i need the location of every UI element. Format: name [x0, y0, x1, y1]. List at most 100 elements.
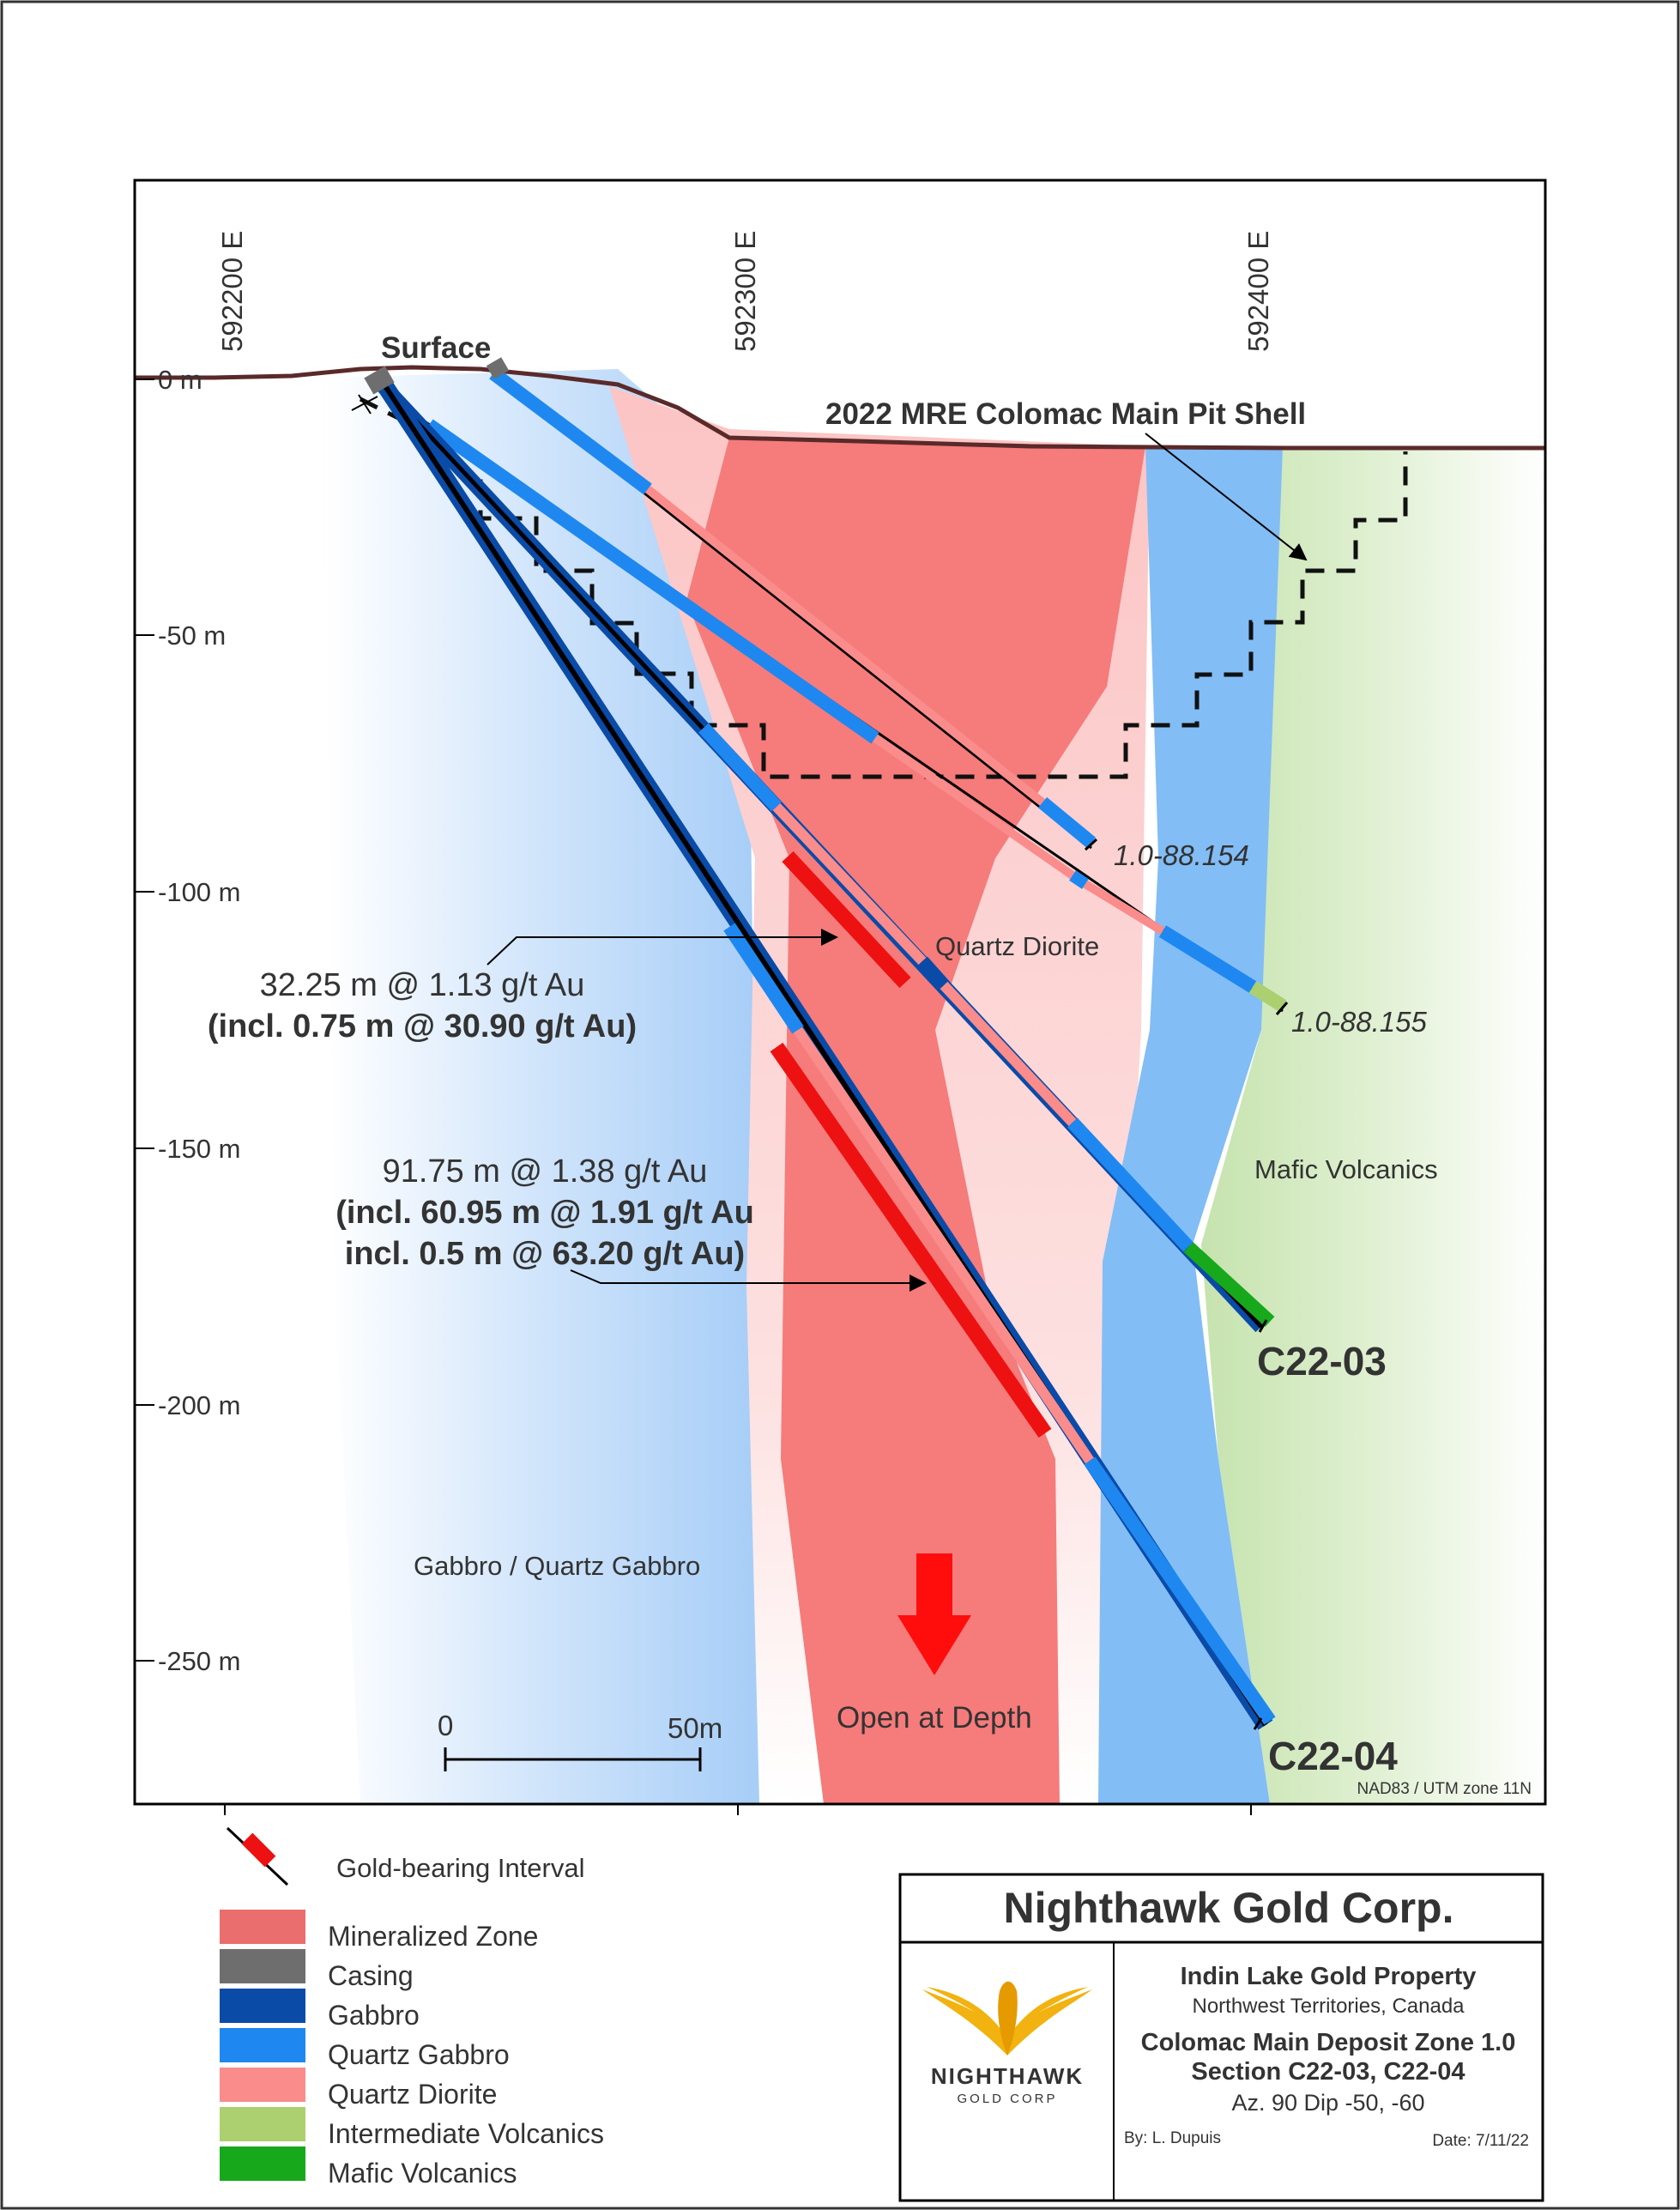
collar-marker [351, 394, 378, 415]
hole-88155-quartz-diorite-1 [873, 734, 1075, 880]
gabbro-quartz-gabbro-label: Gabbro / Quartz Gabbro [414, 1551, 700, 1581]
legend-swatch-mineralized-zone [220, 1910, 305, 1944]
legend-label-mineralized-zone: Mineralized Zone [328, 1921, 538, 1952]
surface-line [135, 365, 1545, 451]
hole-88155-end-tick [1275, 1002, 1289, 1015]
open-at-depth-arrow [897, 1553, 971, 1675]
property-location: Northwest Territories, Canada [1192, 1995, 1465, 2018]
deposit-name: Colomac Main Deposit Zone 1.0 [1141, 2029, 1516, 2056]
logo-body [998, 1981, 1018, 2056]
casing-marker-2 [486, 357, 510, 379]
upper-intercept-leader [486, 929, 838, 966]
gabbro-zone [326, 369, 764, 1804]
depth-label-250: -250 m [158, 1646, 240, 1676]
scale-bar-end: 50m [668, 1712, 722, 1744]
hole-88155-label: 1.0-88.155 [1291, 1006, 1427, 1038]
easting-label-592400: 592400 E [1242, 231, 1274, 352]
legend: Gold-bearing Interval Mineralized Zone C… [220, 1826, 604, 2189]
legend-gold-swatch [241, 1832, 276, 1868]
c2204-quartz-diorite [794, 1026, 1094, 1464]
hole-c2204-label: C22-04 [1268, 1734, 1398, 1778]
surface-label: Surface [381, 331, 491, 365]
legend-label-intermediate-volcanics: Intermediate Volcanics [328, 2118, 604, 2149]
easting-label-592300: 592300 E [729, 231, 761, 352]
upper-intercept-line2: (incl. 0.75 m @ 30.90 g/t Au) [208, 1008, 637, 1044]
c2203-quartz-gabbro-1 [698, 723, 782, 812]
pit-shell-leader [1145, 433, 1308, 561]
lower-intercept-line1: 91.75 m @ 1.38 g/t Au [383, 1153, 708, 1190]
lower-intercept-leader [570, 1269, 927, 1292]
date-text: Date: 7/11/22 [1432, 2132, 1529, 2150]
property-name: Indin Lake Gold Property [1181, 1963, 1477, 1990]
depth-label-200: -200 m [158, 1390, 240, 1420]
hole-88154-quartz-diorite [644, 486, 1046, 806]
depth-label-150: -150 m [158, 1134, 240, 1164]
author-text: By: L. Dupuis [1124, 2129, 1221, 2147]
pit-shell-label: 2022 MRE Colomac Main Pit Shell [825, 397, 1306, 431]
legend-swatch-casing [220, 1949, 305, 1983]
hole-88155-quartz-gabbro-2 [1069, 870, 1089, 889]
logo-right-wing [1007, 1987, 1092, 2056]
c2203-mafic-volcanics [1183, 1242, 1275, 1327]
depth-label-50: -50 m [158, 621, 226, 651]
c2203-gabbro-2 [917, 956, 949, 990]
depth-label-0: 0 m [158, 365, 202, 395]
mineralized-zone [686, 438, 1145, 1804]
c2204-gold-interval [770, 1042, 1052, 1438]
company-name: Nighthawk Gold Corp. [1004, 1884, 1454, 1932]
mafic-volcanics-label: Mafic Volcanics [1254, 1154, 1438, 1184]
hole-88155-quartz-gabbro-1 [425, 419, 879, 744]
orientation-text: Az. 90 Dip -50, -60 [1231, 2090, 1424, 2116]
mafic-volcanics-zone [1201, 446, 1545, 1804]
hole-c2203-label: C22-03 [1257, 1339, 1387, 1384]
depth-label-100: -100 m [158, 877, 240, 907]
legend-swatch-gabbro [220, 1989, 305, 2023]
c2203-quartz-gabbro-2 [1067, 1117, 1194, 1252]
c2204-quartz-gabbro-2 [1084, 1456, 1276, 1725]
hole-88154-end-tick [1084, 838, 1098, 851]
hole-88154-label: 1.0-88.154 [1114, 839, 1249, 871]
c2204-end-tick [1253, 1717, 1263, 1730]
c2203-quartz-diorite-1 [772, 802, 927, 966]
projection-label: NAD83 / UTM zone 11N [1357, 1780, 1532, 1798]
title-block: Nighthawk Gold Corp. NIGHTHAWK GOLD CORP… [898, 1873, 1544, 2202]
c2203-end-tick [1258, 1319, 1268, 1333]
legend-gold-label: Gold-bearing Interval [336, 1853, 585, 1883]
hole-88154-quartz-gabbro-1 [489, 367, 652, 495]
upper-intercept-line1: 32.25 m @ 1.13 g/t Au [260, 967, 585, 1003]
hole-88155-quartz-gabbro-3 [1158, 925, 1257, 993]
legend-swatch-quartz-diorite [220, 2068, 305, 2102]
hole-88155-quartz-diorite-2 [1083, 880, 1165, 935]
hole-88155-intermediate-volcanics [1248, 981, 1287, 1012]
lower-intercept-line3: incl. 0.5 m @ 63.20 g/t Au) [345, 1236, 745, 1272]
quartz-diorite-label: Quartz Diorite [935, 931, 1099, 961]
legend-label-casing: Casing [328, 1960, 414, 1991]
c2204-quartz-gabbro-1 [723, 923, 804, 1034]
easting-label-592200: 592200 E [216, 231, 248, 352]
hole-88154-quartz-gabbro-2 [1037, 796, 1097, 849]
logo-sub: GOLD CORP [957, 2092, 1057, 2106]
c2203-quartz-diorite-2 [940, 981, 1077, 1127]
open-at-depth-label: Open at Depth [837, 1701, 1032, 1735]
section-name: Section C22-03, C22-04 [1191, 2058, 1465, 2086]
legend-label-gabbro: Gabbro [328, 2000, 420, 2031]
legend-swatch-quartz-gabbro [220, 2028, 305, 2062]
quartz-gabbro-band [1098, 446, 1283, 1804]
scale-bar-zero: 0 [438, 1710, 453, 1741]
section-map [135, 357, 1545, 1804]
casing-marker [364, 366, 395, 395]
legend-swatch-intermediate-volcanics [220, 2107, 305, 2141]
nighthawk-logo: NIGHTHAWK GOLD CORP [922, 1981, 1092, 2106]
logo-left-wing [922, 1987, 1007, 2056]
legend-label-quartz-diorite: Quartz Diorite [328, 2079, 497, 2110]
logo-name: NIGHTHAWK [931, 2063, 1084, 2089]
legend-swatch-mafic-volcanics [220, 2146, 305, 2181]
legend-label-quartz-gabbro: Quartz Gabbro [328, 2039, 510, 2070]
section-frame [133, 179, 1547, 1806]
c2203-gold-interval [782, 851, 911, 989]
lower-intercept-line2: (incl. 60.95 m @ 1.91 g/t Au [335, 1195, 754, 1231]
legend-label-mafic-volcanics: Mafic Volcanics [328, 2158, 517, 2189]
